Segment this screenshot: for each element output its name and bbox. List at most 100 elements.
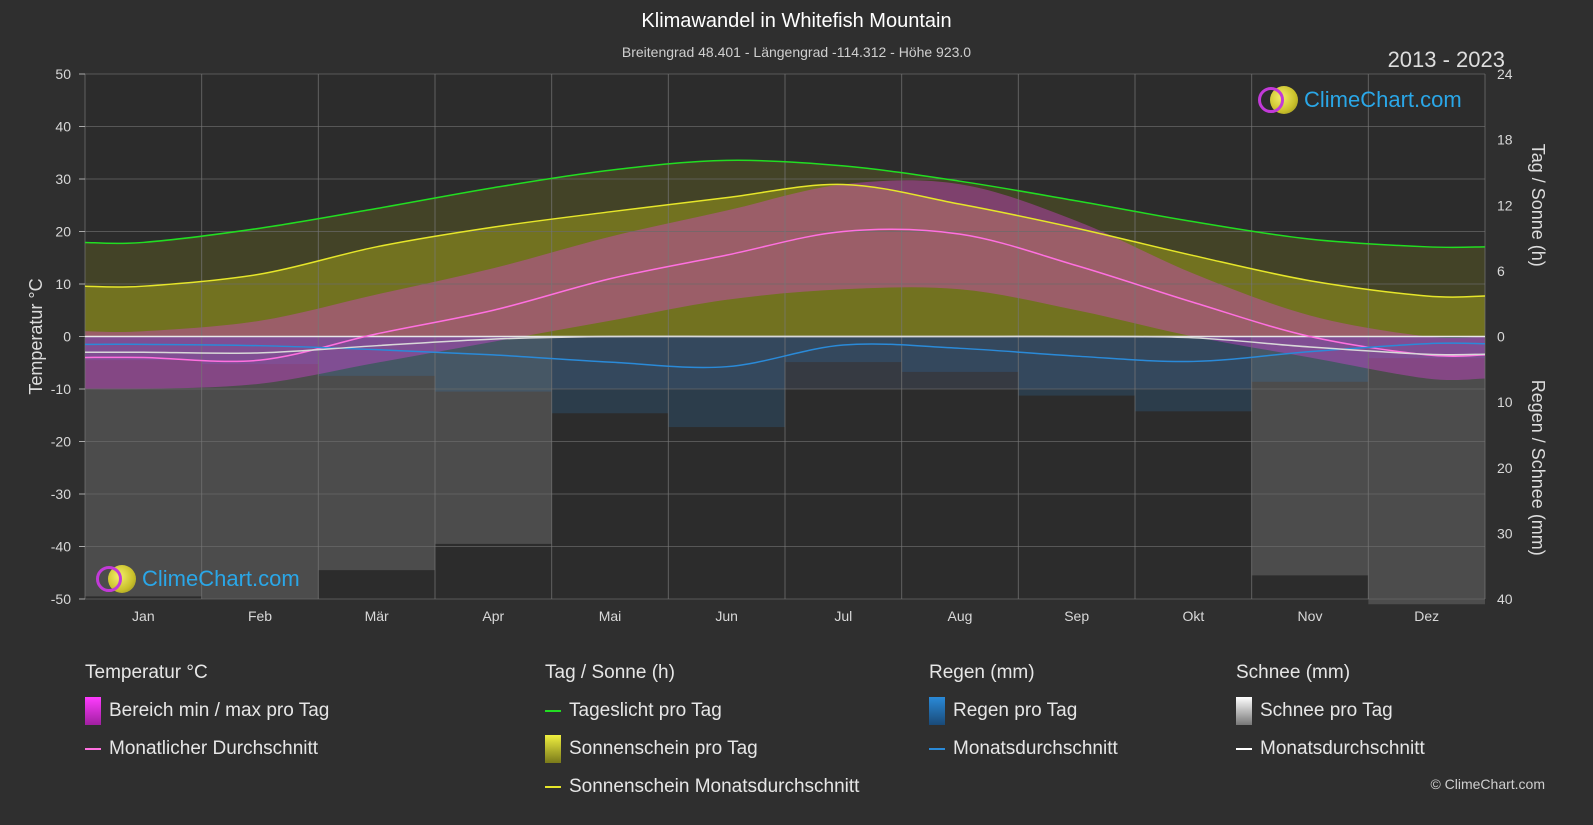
legend-item-temp-avg: Monatlicher Durchschnitt: [85, 738, 329, 760]
rain-daily-band: [901, 336, 1019, 372]
temp-avg-line: [84, 228, 1486, 363]
y-left-tick-label: -10: [51, 381, 71, 397]
x-tick-label: Mai: [599, 608, 622, 624]
x-tick-label: Sep: [1064, 608, 1089, 624]
y-right-precip-tick-label: 20: [1497, 460, 1513, 476]
copyright: © ClimeChart.com: [1430, 776, 1545, 792]
chart-subtitle: Breitengrad 48.401 - Längengrad -114.312…: [621, 44, 972, 60]
year-range: 2013 - 2023: [1387, 47, 1505, 72]
rain-daily-band: [435, 336, 552, 392]
y-left-tick-label: 20: [55, 224, 71, 240]
legend-temperature-title: Temperatur °C: [85, 662, 208, 683]
legend-item-snow: Schnee pro Tag: [1236, 697, 1425, 725]
x-tick-label: Feb: [248, 608, 272, 624]
y-left-tick-label: -30: [51, 486, 71, 502]
sunshine-swatch: [545, 735, 561, 763]
rain-avg-line: [84, 342, 1486, 369]
rain-daily-band: [85, 336, 202, 361]
legend-item-daylight: Tageslicht pro Tag: [545, 700, 859, 722]
logo-ring-icon: [1258, 87, 1284, 113]
legend-label: Sonnenschein pro Tag: [569, 738, 758, 759]
legend-label: Monatsdurchschnitt: [953, 738, 1118, 759]
y-right-precip-axis-title: Regen / Schnee (mm): [1528, 380, 1548, 556]
y-left-tick-label: 30: [55, 171, 71, 187]
precip-daily-band: [85, 336, 202, 597]
logo-ring-icon: [96, 566, 122, 592]
y-right-precip-tick-label: 30: [1497, 525, 1513, 541]
legend-label: Regen pro Tag: [953, 700, 1078, 721]
legend-label: Tageslicht pro Tag: [569, 700, 722, 721]
legend-temperature: Temperatur °C Bereich min / max pro Tag …: [85, 662, 329, 776]
x-tick-label: Jan: [132, 608, 155, 624]
logo-text: ClimeChart.com: [142, 566, 300, 591]
legend-item-sunshine-avg: Sonnenschein Monatsdurchschnitt: [545, 776, 859, 798]
y-left-axis-title: Temperatur °C: [26, 278, 46, 394]
x-tick-label: Aug: [948, 608, 973, 624]
y-right-sun-tick-label: 24: [1497, 66, 1513, 82]
logo-text: ClimeChart.com: [1304, 87, 1462, 112]
rain-daily-band: [1018, 336, 1135, 396]
x-tick-label: Jun: [715, 608, 738, 624]
legend-sun: Tag / Sonne (h) Tageslicht pro Tag Sonne…: [545, 662, 859, 814]
x-tick-label: Jul: [834, 608, 852, 624]
x-tick-label: Dez: [1414, 608, 1439, 624]
x-tick-label: Nov: [1298, 608, 1323, 624]
y-right-sun-tick-label: 18: [1497, 132, 1513, 148]
rain-daily-band: [668, 336, 785, 428]
legend-label: Monatlicher Durchschnitt: [109, 738, 319, 759]
legend-item-rain: Regen pro Tag: [929, 697, 1118, 725]
temp-avg-swatch: [85, 748, 101, 750]
legend-item-sunshine: Sonnenschein pro Tag: [545, 735, 859, 763]
x-tick-label: Okt: [1182, 608, 1204, 624]
precip-daily-band: [1251, 336, 1369, 576]
rain-daily-band: [551, 336, 669, 414]
logo-bottom[interactable]: ClimeChart.com: [96, 565, 300, 593]
y-right-precip-tick-label: 10: [1497, 394, 1513, 410]
legend-rain-title: Regen (mm): [929, 662, 1035, 683]
precip-daily-band: [201, 336, 319, 599]
legend-snow-title: Schnee (mm): [1236, 662, 1351, 683]
daylight-line: [84, 159, 1486, 249]
precip-daily-band: [668, 336, 785, 389]
rain-daily-band: [1135, 336, 1252, 412]
snow-avg-swatch: [1236, 748, 1252, 750]
x-tick-label: Mär: [365, 608, 389, 624]
y-right-sun-tick-label: 6: [1497, 263, 1505, 279]
y-left-tick-label: 40: [55, 119, 71, 135]
daylight-swatch: [545, 710, 561, 712]
y-left-tick-label: 0: [63, 329, 71, 345]
legend-rain: Regen (mm) Regen pro Tag Monatsdurchschn…: [929, 662, 1118, 776]
precip-daily-band: [1368, 336, 1485, 605]
logo-top[interactable]: ClimeChart.com: [1258, 86, 1462, 114]
precip-daily-band: [1135, 336, 1252, 389]
legend-label: Monatsdurchschnitt: [1260, 738, 1425, 759]
legend-sun-title: Tag / Sonne (h): [545, 662, 675, 683]
y-left-tick-label: -20: [51, 434, 71, 450]
sunshine-avg-swatch: [545, 786, 561, 788]
snow-swatch: [1236, 697, 1252, 725]
y-right-precip-tick-label: 40: [1497, 591, 1513, 607]
y-right-sun-tick-label: 12: [1497, 197, 1513, 213]
y-right-sun-tick-label: 0: [1497, 329, 1505, 345]
rain-avg-swatch: [929, 748, 945, 750]
legend-item-temp-range: Bereich min / max pro Tag: [85, 697, 330, 725]
legend-item-snow-avg: Monatsdurchschnitt: [1236, 738, 1425, 760]
y-left-tick-label: 10: [55, 276, 71, 292]
legend-snow: Schnee (mm) Schnee pro Tag Monatsdurchsc…: [1236, 662, 1425, 776]
sunshine-avg-line: [84, 183, 1486, 298]
precip-daily-band: [318, 336, 435, 571]
temp-range-swatch: [85, 697, 101, 725]
legend-label: Sonnenschein Monatsdurchschnitt: [569, 776, 860, 797]
snow-avg-line: [84, 335, 1486, 356]
x-tick-label: Apr: [482, 608, 504, 624]
legend-label: Bereich min / max pro Tag: [109, 700, 330, 721]
y-left-tick-label: -40: [51, 539, 71, 555]
rain-daily-band: [785, 336, 902, 363]
precip-daily-band: [1018, 336, 1135, 389]
y-left-tick-label: 50: [55, 66, 71, 82]
rain-swatch: [929, 697, 945, 725]
y-right-sun-axis-title: Tag / Sonne (h): [1528, 144, 1548, 267]
legend-label: Schnee pro Tag: [1260, 700, 1393, 721]
y-left-tick-label: -50: [51, 591, 71, 607]
